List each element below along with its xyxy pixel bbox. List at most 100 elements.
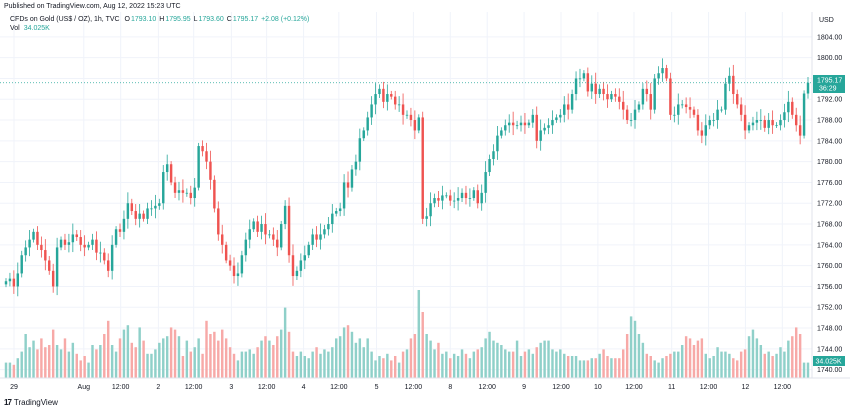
candle-body — [67, 242, 71, 245]
volume-bar — [99, 345, 102, 378]
volume-bar — [724, 351, 727, 378]
time-axis[interactable]: 29 Aug 12:00 2 12:00 3 12:00 4 12:00 5 12:00 8 12:00… — [10, 384, 791, 391]
candle-body — [248, 229, 251, 240]
candle-body — [507, 122, 511, 126]
volume-bar — [661, 358, 664, 378]
candle-body — [99, 252, 102, 254]
volume-bar — [205, 320, 208, 378]
volume-bar — [264, 336, 267, 378]
time-tick-label: 12:00 — [552, 384, 570, 391]
candle-body — [539, 130, 542, 141]
high-label: H — [159, 16, 165, 23]
price-tick-label: 1776.00 — [817, 180, 842, 187]
volume-bar — [393, 356, 397, 378]
volume-bar — [162, 338, 165, 378]
time-tick-label: 9 — [522, 384, 526, 391]
symbol-title[interactable]: CFDs on Gold (US$ / OZ), 1h, TVC — [10, 16, 120, 23]
candle-body — [79, 237, 82, 245]
candle-body — [743, 114, 747, 131]
candle-body — [201, 146, 204, 152]
volume-value: 34.025K — [23, 25, 50, 32]
candle-body — [299, 260, 303, 271]
volume-bar — [543, 340, 546, 378]
volume-bar — [374, 360, 377, 378]
volume-bar — [476, 349, 479, 378]
time-tick-label: 8 — [448, 384, 452, 391]
candle-body — [637, 104, 641, 110]
candle-body — [688, 107, 692, 110]
candle-body — [409, 114, 413, 121]
close-label: C — [226, 16, 232, 23]
candle-body — [602, 88, 605, 95]
candle-body — [272, 234, 275, 240]
candle-body — [445, 195, 448, 197]
candle-body — [209, 161, 212, 180]
volume-bar — [488, 331, 491, 378]
candle-body — [429, 203, 432, 217]
candle-body — [378, 88, 381, 95]
volume-bar — [327, 351, 330, 378]
time-tick-label: Aug — [78, 384, 91, 391]
candle-body — [739, 104, 743, 115]
candle-body — [295, 270, 299, 277]
high-value: 1795.95 — [165, 16, 191, 23]
volume-bar — [106, 320, 110, 378]
volume-bar — [594, 358, 597, 378]
candle-body — [279, 224, 283, 248]
volume-bar — [67, 351, 71, 378]
candle-body — [657, 73, 660, 79]
volume-bar — [771, 356, 774, 378]
price-tick-label: 1780.00 — [817, 159, 842, 166]
candle-body — [551, 120, 554, 126]
volume-bar — [95, 349, 98, 378]
candle-body — [205, 151, 208, 162]
volume-bar — [40, 338, 43, 378]
volume-label[interactable]: Vol — [10, 25, 20, 32]
candle-body — [421, 117, 424, 219]
volume-bar — [598, 353, 601, 378]
open-value: 1793.10 — [130, 16, 157, 23]
candle-body — [779, 120, 782, 126]
last-price-badge: 1795.17 36:29 — [813, 75, 845, 93]
volume-bar — [484, 338, 487, 378]
volume-bar — [677, 351, 680, 378]
candle-body — [625, 109, 629, 121]
candle-body — [63, 239, 67, 245]
time-tick-label: 12:00 — [774, 384, 792, 391]
volume-bar — [217, 340, 220, 378]
volume-bar — [425, 334, 428, 378]
volume-bar — [535, 347, 538, 378]
volume-bar — [201, 353, 204, 378]
candle-body — [618, 96, 621, 102]
candle-body — [217, 208, 220, 235]
candle-body — [162, 172, 165, 204]
volume-bar — [759, 345, 763, 378]
volume-bar — [441, 353, 444, 378]
candle-body — [75, 234, 78, 238]
tradingview-footer[interactable]: 17 TradingView — [4, 398, 58, 407]
candle-body — [460, 192, 464, 199]
candle-body — [323, 229, 326, 235]
candle-body — [236, 273, 240, 277]
volume-bar — [736, 360, 739, 378]
candle-body — [665, 68, 668, 79]
candle-body — [71, 234, 75, 243]
volume-bar — [276, 336, 279, 378]
volume-bar — [232, 353, 236, 378]
volume-bar — [12, 364, 16, 378]
price-tick-label: 1788.00 — [817, 118, 842, 125]
candle-body — [244, 239, 248, 256]
candle-body — [32, 231, 35, 240]
candle-body — [751, 122, 755, 126]
volume-bar — [563, 353, 566, 378]
candle-body — [476, 190, 479, 204]
volume-bar — [370, 351, 373, 378]
volume-bar — [358, 338, 362, 378]
candle-body — [91, 239, 94, 245]
volume-bar — [413, 334, 417, 378]
candle-body — [264, 224, 267, 235]
volume-bar — [154, 349, 157, 378]
volume-bar — [59, 349, 63, 378]
volume-bar — [582, 360, 586, 378]
